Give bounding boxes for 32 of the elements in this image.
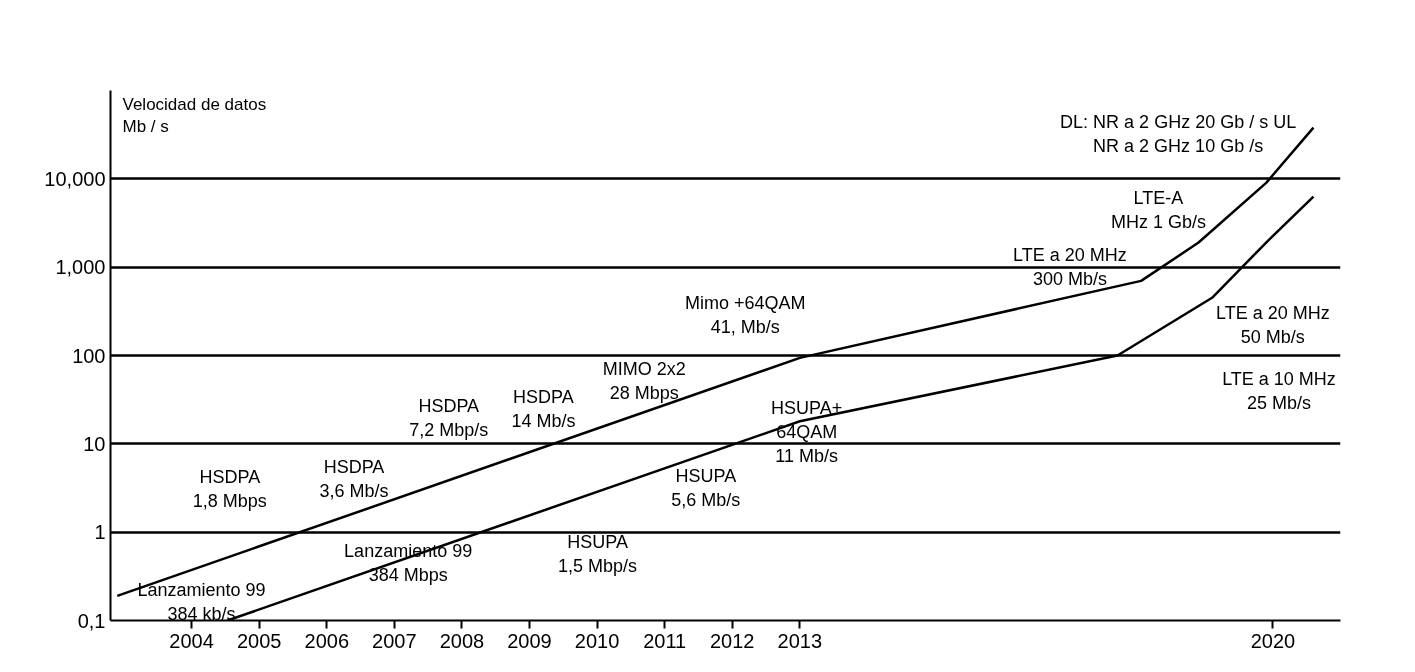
y-tick-label: 0,1 <box>77 609 106 632</box>
x-tick-label: 2011 <box>643 629 687 652</box>
y-tick-label: 10,000 <box>44 167 106 190</box>
x-tick-label: 2012 <box>710 629 755 652</box>
annotation: HSDPA 7,2 Mbp/s <box>409 395 489 440</box>
x-tick-label: 2008 <box>439 629 485 652</box>
x-tick-label: 2010 <box>574 629 620 652</box>
annotation: LTE a 20 MHz 300 Mb/s <box>1013 244 1127 289</box>
y-tick-label: 100 <box>72 344 106 367</box>
annotation: Mimo +64QAM 41, Mb/s <box>684 292 806 337</box>
x-tick-label: 2020 <box>1250 629 1296 652</box>
y-tick-label: 10 <box>83 432 106 455</box>
annotation: HSDPA 3,6 Mb/s <box>319 456 389 501</box>
annotation: LTE a 20 MHz 50 Mb/s <box>1216 302 1330 347</box>
y-axis-title: Velocidad de datos Mb / s <box>122 94 267 137</box>
x-tick-label: 2007 <box>372 629 417 652</box>
x-tick-label: 2006 <box>304 629 350 652</box>
annotation: LTE a 10 MHz 25 Mb/s <box>1222 369 1336 414</box>
annotation: HSDPA 1,8 Mbps <box>192 467 267 512</box>
annotation: MIMO 2x2 28 Mbps <box>602 358 686 403</box>
x-tick-label: 2004 <box>169 629 214 652</box>
annotation: HSDPA 14 Mb/s <box>511 386 576 431</box>
y-tick-label: 1,000 <box>55 256 106 279</box>
x-tick-label: 2009 <box>507 629 552 652</box>
annotation: DL: NR a 2 GHz 20 Gb / s UL NR a 2 GHz 10 Gb /s <box>1060 112 1297 157</box>
annotation: LTE-A MHz 1 Gb/s <box>1110 187 1206 232</box>
annotation: HSUPA 5,6 Mb/s <box>671 466 741 510</box>
x-tick-label: 2013 <box>777 629 823 652</box>
annotation: HSUPA 1,5 Mbp/s <box>558 532 638 577</box>
y-tick-label: 1 <box>94 521 106 544</box>
x-tick-label: 2005 <box>236 629 282 652</box>
annotation: HSUPA+ 64QAM 11 Mb/s <box>771 398 843 467</box>
